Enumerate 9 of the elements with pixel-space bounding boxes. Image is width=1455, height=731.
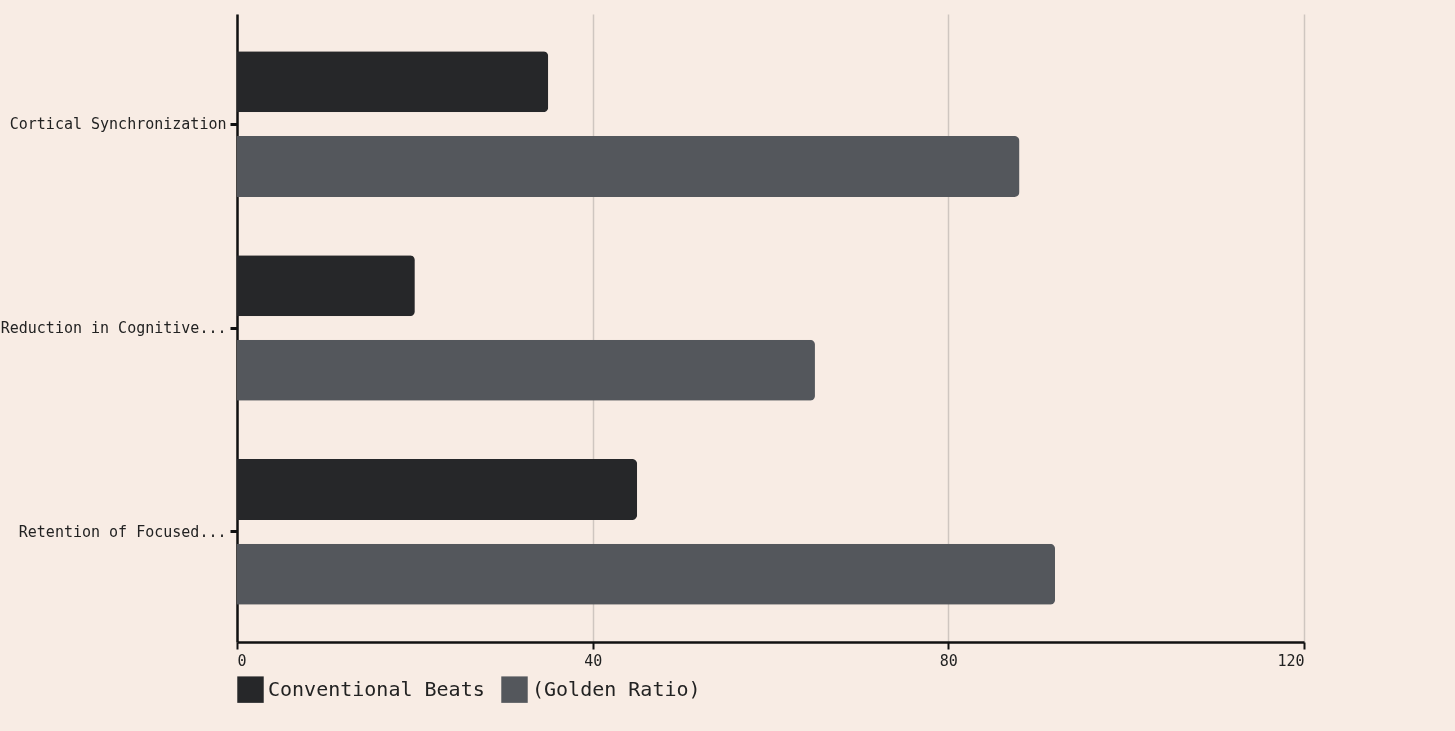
x-tick-label: 80 xyxy=(939,651,958,670)
x-tick-label: 40 xyxy=(584,651,603,670)
y-tick-label: Retention of Focused... xyxy=(18,522,227,541)
y-tick-label: Reduction in Cognitive... xyxy=(0,319,227,337)
x-tick-label: 0 xyxy=(237,651,247,670)
legend-label: (Golden Ratio) xyxy=(532,676,701,701)
legend-label: Conventional Beats xyxy=(268,676,485,701)
x-tick-label: 120 xyxy=(1277,651,1305,670)
y-tick-label: Cortical Synchronization xyxy=(9,115,227,134)
